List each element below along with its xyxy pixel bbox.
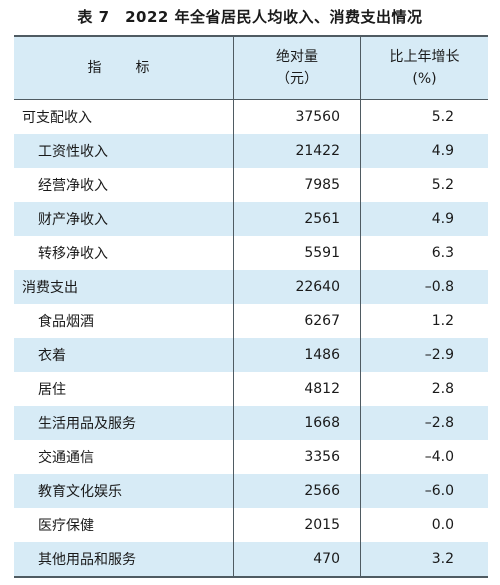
row-label: 可支配收入 (22, 110, 92, 126)
row-value: 7985 (233, 168, 360, 202)
row-growth: 5.2 (360, 168, 488, 202)
row-label: 转移净收入 (38, 246, 108, 262)
row-value: 470 (233, 542, 360, 576)
table-row: 工资性收入 21422 4.9 (14, 134, 488, 168)
table-title: 表 7 2022 年全省居民人均收入、消费支出情况 (77, 8, 423, 26)
row-growth: 4.9 (360, 134, 488, 168)
row-growth: 0.0 (360, 508, 488, 542)
row-label: 食品烟酒 (38, 314, 94, 330)
header-absolute-value: 绝对量 （元） (233, 37, 360, 99)
header-indicator-label: 指 标 (87, 60, 160, 76)
table-row: 其他用品和服务 470 3.2 (14, 542, 488, 576)
header-indicator: 指 标 (14, 37, 233, 99)
row-growth: 1.2 (360, 304, 488, 338)
row-growth: 3.2 (360, 542, 488, 576)
row-label: 工资性收入 (38, 144, 108, 160)
row-growth: –2.9 (360, 338, 488, 372)
income-expenditure-table: 指 标 绝对量 （元） 比上年增长 (%) 可支配收入 37560 5.2 工资… (14, 35, 488, 578)
table-row: 医疗保健 2015 0.0 (14, 508, 488, 542)
row-value: 2561 (233, 202, 360, 236)
row-label: 衣着 (38, 348, 66, 364)
row-growth: 4.9 (360, 202, 488, 236)
row-label: 其他用品和服务 (38, 552, 136, 568)
table-row: 经营净收入 7985 5.2 (14, 168, 488, 202)
table-row: 可支配收入 37560 5.2 (14, 100, 488, 134)
header-growth: 比上年增长 (%) (360, 37, 488, 99)
row-value: 1668 (233, 406, 360, 440)
row-growth: –2.8 (360, 406, 488, 440)
table-row: 交通通信 3356 –4.0 (14, 440, 488, 474)
row-value: 6267 (233, 304, 360, 338)
table-row: 教育文化娱乐 2566 –6.0 (14, 474, 488, 508)
row-value: 22640 (233, 270, 360, 304)
table-row: 衣着 1486 –2.9 (14, 338, 488, 372)
row-growth: –4.0 (360, 440, 488, 474)
row-growth: 6.3 (360, 236, 488, 270)
row-value: 37560 (233, 100, 360, 134)
table-row: 消费支出 22640 –0.8 (14, 270, 488, 304)
row-growth: –0.8 (360, 270, 488, 304)
table-row: 生活用品及服务 1668 –2.8 (14, 406, 488, 440)
header-growth-unit: (%) (412, 71, 437, 87)
header-growth-label: 比上年增长 (389, 49, 460, 65)
row-growth: –6.0 (360, 474, 488, 508)
header-absolute-value-label: 绝对量 (276, 49, 318, 65)
row-value: 3356 (233, 440, 360, 474)
row-label: 教育文化娱乐 (38, 484, 122, 500)
row-value: 1486 (233, 338, 360, 372)
table-row: 财产净收入 2561 4.9 (14, 202, 488, 236)
row-label: 交通通信 (38, 450, 94, 466)
row-label: 居住 (38, 382, 66, 398)
row-value: 5591 (233, 236, 360, 270)
row-value: 4812 (233, 372, 360, 406)
row-growth: 2.8 (360, 372, 488, 406)
row-label: 经营净收入 (38, 178, 108, 194)
row-value: 2015 (233, 508, 360, 542)
row-value: 21422 (233, 134, 360, 168)
table-header-row: 指 标 绝对量 （元） 比上年增长 (%) (14, 37, 488, 100)
row-label: 医疗保健 (38, 518, 94, 534)
row-label: 财产净收入 (38, 212, 108, 228)
table-row: 食品烟酒 6267 1.2 (14, 304, 488, 338)
row-label: 消费支出 (22, 280, 78, 296)
row-value: 2566 (233, 474, 360, 508)
row-label: 生活用品及服务 (38, 416, 136, 432)
header-absolute-value-unit: （元） (276, 71, 318, 87)
table-row: 转移净收入 5591 6.3 (14, 236, 488, 270)
table-row: 居住 4812 2.8 (14, 372, 488, 406)
row-growth: 5.2 (360, 100, 488, 134)
